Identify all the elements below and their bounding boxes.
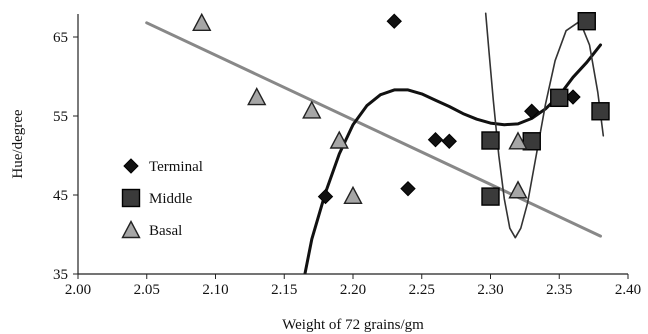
y-axis-label: Hue/degree (10, 109, 26, 178)
basal-point (192, 12, 212, 31)
x-tick-label: 2.15 (271, 282, 297, 298)
basal-point (508, 180, 528, 199)
trend-line-basal (145, 21, 602, 238)
middle-point (481, 131, 500, 150)
x-tick-label: 2.00 (65, 282, 91, 298)
x-axis-label: Weight of 72 grains/gm (282, 317, 424, 333)
terminal-point (441, 133, 457, 149)
y-tick-label: 65 (53, 30, 68, 46)
y-tick-label: 35 (53, 267, 68, 283)
middle-point (550, 88, 569, 108)
basal-point (329, 130, 349, 149)
legend: Terminal Middle Basal (121, 158, 203, 239)
x-tick-label: 2.25 (409, 282, 435, 298)
basal-point (247, 87, 267, 106)
legend-label-terminal: Terminal (149, 159, 203, 175)
x-tick-label: 2.05 (134, 282, 160, 298)
x-tick-label: 2.20 (340, 282, 366, 298)
terminal-point (317, 188, 334, 205)
ticks: 2.00 2.05 2.10 2.15 2.20 2.25 2.30 2.35 2.40 35 45… (53, 30, 641, 298)
data-points (192, 11, 610, 206)
x-tick-label: 2.35 (546, 282, 572, 298)
y-tick-label: 55 (53, 109, 68, 125)
middle-point (481, 187, 500, 206)
trend-line-terminal (303, 43, 602, 274)
basal-point (343, 185, 363, 204)
legend-marker-middle (121, 188, 141, 208)
terminal-point (386, 13, 402, 29)
x-tick-label: 2.40 (615, 282, 641, 298)
y-tick-label: 45 (53, 188, 68, 204)
terminal-point (427, 131, 444, 148)
legend-marker-terminal (123, 158, 139, 174)
legend-label-middle: Middle (149, 191, 193, 207)
terminal-point (400, 180, 416, 197)
x-tick-label: 2.10 (202, 282, 228, 298)
x-tick-label: 2.30 (477, 282, 503, 298)
basal-point (508, 131, 528, 150)
basal-point (302, 100, 322, 119)
legend-marker-basal (121, 220, 141, 239)
terminal-point (524, 103, 540, 119)
legend-label-basal: Basal (149, 223, 182, 239)
middle-point (577, 11, 596, 31)
middle-point (591, 102, 610, 121)
